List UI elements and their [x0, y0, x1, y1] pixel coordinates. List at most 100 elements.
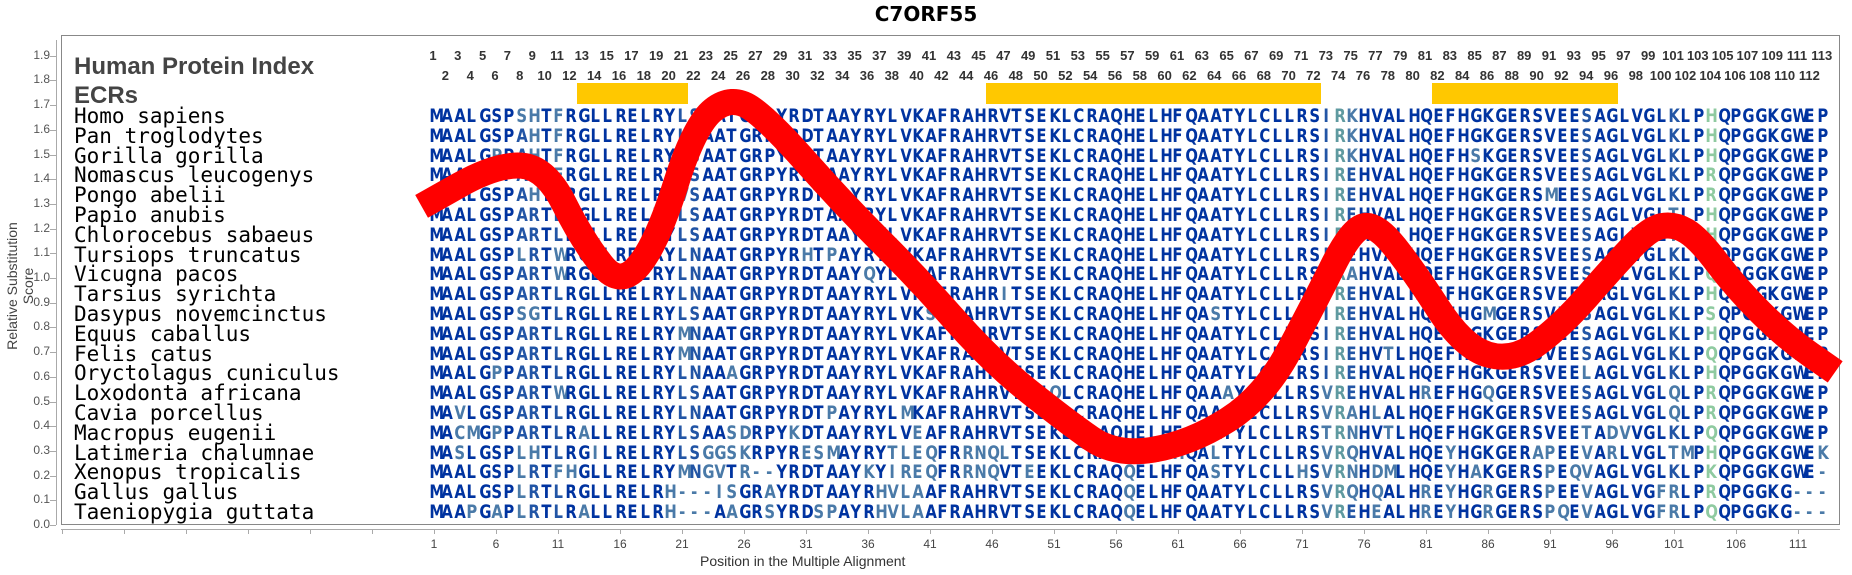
residue: Q: [1185, 421, 1198, 444]
residue: R: [788, 283, 801, 306]
y-tick: [50, 302, 56, 304]
residue: F: [553, 461, 564, 484]
residue: E: [1569, 441, 1580, 464]
residue: L: [1061, 382, 1071, 405]
residue: L: [640, 441, 650, 464]
residue: A: [924, 421, 937, 444]
residue: R: [986, 223, 999, 246]
residue: S: [726, 421, 738, 444]
residue: L: [1148, 303, 1158, 325]
residue: Y: [875, 223, 887, 246]
residue: G: [1470, 441, 1483, 464]
residue: L: [1618, 204, 1629, 226]
residue: G: [478, 342, 492, 365]
residue: L: [1618, 144, 1629, 167]
residue: A: [1197, 283, 1210, 306]
residue: E: [1556, 263, 1568, 286]
residue: P: [1817, 184, 1828, 207]
residue: Q: [1420, 243, 1434, 266]
sequence-row: MAAPGAPL RT L RAL L RE L RH- - - AAGRSYRDSPAYRHVL A…: [428, 502, 1828, 522]
residue: A: [714, 342, 726, 365]
residue: F: [553, 124, 564, 147]
residue: V: [1631, 441, 1643, 464]
residue: Q: [986, 461, 1000, 484]
residue: M: [429, 204, 445, 226]
residue: M: [429, 441, 445, 464]
residue: W: [1792, 421, 1809, 444]
position-number: 98: [1628, 68, 1644, 83]
residue: F: [937, 382, 948, 405]
residue: E: [1024, 461, 1035, 484]
residue: P: [1693, 263, 1705, 286]
residue: A: [1098, 421, 1110, 444]
residue: T: [1011, 243, 1022, 266]
residue: Q: [1717, 421, 1731, 444]
species-name: Dasypus novemcinctus: [74, 302, 327, 326]
residue: D: [739, 421, 752, 444]
residue: A: [962, 243, 974, 266]
residue: L: [1148, 461, 1158, 484]
residue: R: [1296, 322, 1309, 345]
residue: L: [1656, 164, 1666, 187]
position-number: 40: [909, 68, 924, 83]
residue: W: [1792, 283, 1809, 306]
residue: L: [516, 441, 526, 464]
residue: H: [1408, 342, 1421, 365]
residue: A: [578, 421, 590, 444]
residue: P: [763, 362, 775, 385]
residue: E: [1507, 461, 1518, 484]
y-tick: [50, 500, 56, 502]
species-name: Felis catus: [74, 341, 214, 366]
residue: L: [1395, 124, 1406, 147]
residue: E: [1135, 144, 1146, 167]
residue: R: [949, 382, 962, 405]
residue: L: [1284, 322, 1294, 345]
residue: R: [1296, 263, 1309, 286]
residue: D: [801, 164, 814, 187]
residue: G: [739, 223, 752, 246]
residue: E: [627, 382, 638, 405]
residue: K: [912, 283, 925, 306]
position-number: 111: [1786, 48, 1808, 63]
residue: E: [1036, 501, 1047, 523]
residue: L: [466, 283, 477, 306]
residue: M: [429, 164, 445, 187]
residue: P: [1730, 481, 1742, 504]
residue: R: [652, 501, 664, 523]
residue: Y: [875, 441, 887, 464]
residue: A: [1098, 105, 1110, 127]
residue: R: [615, 501, 627, 523]
residue: M: [429, 243, 445, 266]
residue: R: [1482, 481, 1494, 504]
residue: S: [491, 303, 502, 325]
residue: P: [763, 322, 775, 345]
residue: A: [1222, 382, 1234, 405]
residue: M: [429, 105, 445, 127]
residue: A: [962, 382, 974, 405]
residue: L: [1395, 243, 1406, 266]
residue: E: [1346, 322, 1357, 345]
residue: T: [1668, 223, 1679, 246]
y-tick: [50, 352, 56, 354]
residue: L: [602, 481, 613, 504]
residue: H: [875, 481, 888, 504]
residue: A: [825, 362, 838, 385]
y-tick-label: 0.4: [33, 418, 50, 433]
residue: G: [1779, 263, 1793, 286]
residue: F: [1172, 243, 1183, 266]
residue: A: [1594, 421, 1606, 444]
residue: Q: [1110, 204, 1124, 226]
x-tick: [1302, 529, 1303, 534]
residue: G: [478, 382, 492, 405]
residue: V: [1618, 421, 1631, 444]
residue: L: [602, 204, 613, 226]
residue: E: [1433, 164, 1444, 187]
residue: R: [1086, 441, 1098, 464]
residue: V: [714, 461, 726, 484]
residue: Y: [664, 283, 676, 306]
residue: T: [1011, 441, 1022, 464]
residue: A: [441, 481, 454, 504]
residue: Y: [664, 124, 676, 147]
residue: L: [1395, 322, 1406, 345]
residue: Q: [1185, 124, 1198, 147]
